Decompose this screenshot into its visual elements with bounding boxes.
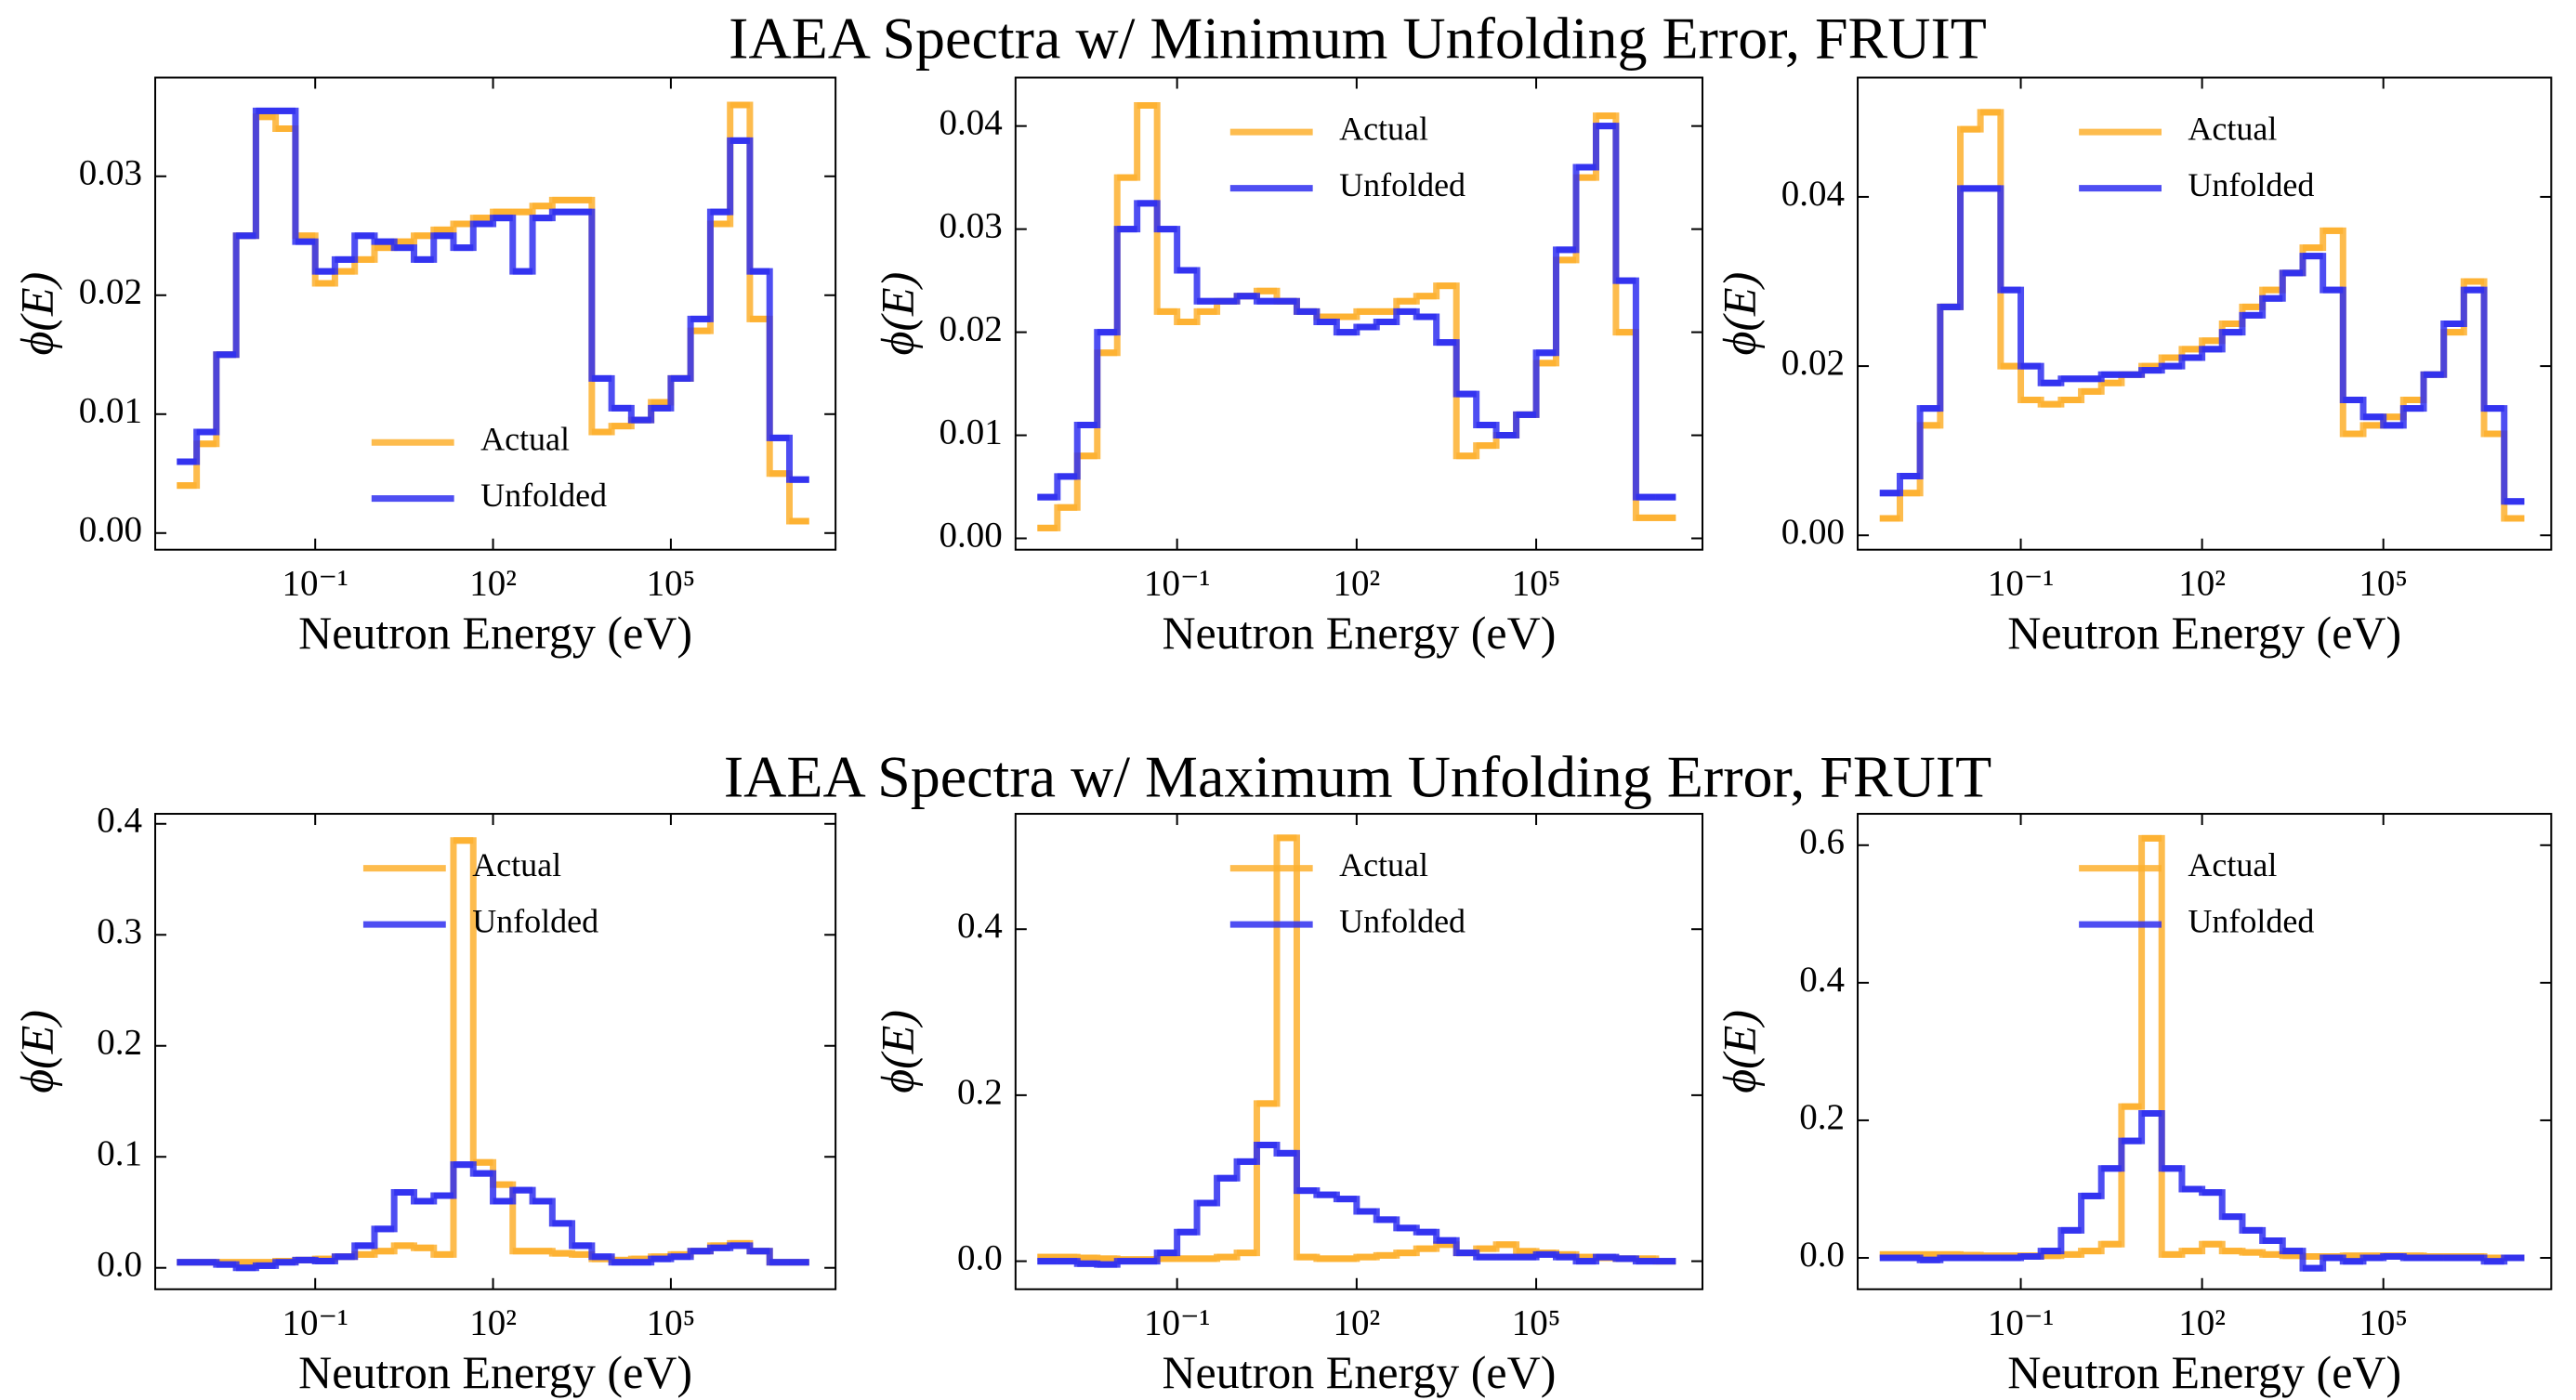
- legend-label: Unfolded: [472, 902, 598, 939]
- suptitle: IAEA Spectra w/ Maximum Unfolding Error,…: [724, 744, 1991, 810]
- y-axis-label: ϕ(E): [10, 272, 62, 356]
- y-tick-label: 0.02: [1781, 343, 1845, 383]
- subplot: 10⁻¹ 10² 10⁵ 0.0 0.1 0.2 0.3 0.4 Neutron Energy …: [10, 801, 837, 1398]
- y-tick-label: 0.2: [957, 1072, 1003, 1112]
- x-tick-label: 10⁻¹: [283, 1303, 348, 1343]
- y-tick-label: 0.4: [97, 801, 142, 841]
- x-axis-label: Neutron Energy (eV): [298, 607, 692, 659]
- y-tick-label: 0.2: [97, 1023, 142, 1063]
- y-tick-label: 0.4: [1799, 960, 1845, 1000]
- y-tick-label: 0.04: [1781, 174, 1845, 214]
- y-tick-label: 0.04: [940, 103, 1003, 143]
- x-tick-label: 10²: [2178, 564, 2226, 604]
- y-tick-label: 0.00: [1781, 512, 1845, 552]
- x-tick-label: 10⁵: [647, 564, 696, 604]
- legend-label: Actual: [2188, 846, 2277, 883]
- axes-frame: [154, 76, 837, 551]
- y-tick-label: 0.02: [940, 309, 1003, 349]
- legend-label: Unfolded: [1339, 902, 1465, 939]
- x-tick-label: 10⁻¹: [283, 564, 348, 604]
- x-tick-label: 10²: [469, 564, 517, 604]
- plot-area: [1037, 101, 1676, 531]
- y-tick-label: 0.4: [957, 906, 1003, 946]
- axes-frame: [1014, 76, 1704, 551]
- y-tick-label: 0.2: [1799, 1097, 1845, 1137]
- legend-label: Unfolded: [1339, 166, 1465, 203]
- x-tick-label: 10⁻¹: [1144, 1303, 1210, 1343]
- y-tick-label: 0.6: [1799, 822, 1845, 862]
- subplot: 10⁻¹ 10² 10⁵ 0.00 0.01 0.02 0.03 0.04 Neutron En…: [871, 76, 1704, 659]
- y-tick-label: 0.0: [957, 1238, 1003, 1278]
- y-tick-label: 0.01: [940, 412, 1003, 452]
- x-tick-label: 10²: [2178, 1303, 2226, 1343]
- y-tick-label: 0.0: [1799, 1235, 1845, 1275]
- y-tick-label: 0.02: [79, 272, 142, 312]
- x-tick-label: 10²: [1334, 1303, 1381, 1343]
- axes-frame: [154, 813, 837, 1290]
- x-axis-label: Neutron Energy (eV): [2007, 1346, 2401, 1398]
- axes-frame: [1857, 76, 2553, 551]
- axes-frame: [1014, 813, 1704, 1290]
- subplot: 10⁻¹ 10² 10⁵ 0.00 0.02 0.04 Neutron Energy (eV…: [1714, 76, 2553, 659]
- subplot: 10⁻¹ 10² 10⁵ 0.00 0.01 0.02 0.03 Neutron Energy…: [10, 76, 837, 659]
- x-tick-label: 10⁵: [647, 1303, 696, 1343]
- legend-label: Unfolded: [2188, 902, 2314, 939]
- y-tick-label: 0.03: [940, 206, 1003, 246]
- x-axis-label: Neutron Energy (eV): [1162, 1346, 1556, 1398]
- legend-label: Unfolded: [480, 477, 607, 514]
- legend-label: Actual: [480, 420, 570, 457]
- plot-area: [1879, 834, 2525, 1272]
- x-axis-label: Neutron Energy (eV): [2007, 607, 2401, 659]
- legend-label: Actual: [1339, 846, 1428, 883]
- x-tick-label: 10⁵: [1512, 1303, 1561, 1343]
- x-tick-label: 10⁻¹: [1144, 564, 1210, 604]
- axes-frame: [1857, 813, 2553, 1290]
- subplot: 10⁻¹ 10² 10⁵ 0.0 0.2 0.4 0.6 Neutron Energy (eV…: [1714, 813, 2553, 1398]
- x-axis-label: Neutron Energy (eV): [298, 1346, 692, 1398]
- legend-label: Actual: [1339, 110, 1428, 147]
- x-tick-label: 10⁵: [1512, 564, 1561, 604]
- y-tick-label: 0.00: [79, 510, 142, 550]
- y-axis-label: ϕ(E): [1714, 272, 1766, 356]
- legend-label: Unfolded: [2188, 166, 2314, 203]
- plot-area: [1037, 834, 1676, 1268]
- legend-label: Actual: [472, 846, 561, 883]
- y-tick-label: 0.0: [97, 1245, 142, 1285]
- y-tick-label: 0.01: [79, 391, 142, 431]
- y-tick-label: 0.3: [97, 911, 142, 951]
- y-tick-label: 0.00: [940, 515, 1003, 555]
- x-tick-label: 10²: [1334, 564, 1381, 604]
- plot-area: [1879, 109, 2525, 522]
- y-tick-label: 0.03: [79, 153, 142, 193]
- suptitle: IAEA Spectra w/ Minimum Unfolding Error,…: [729, 6, 1987, 72]
- legend-label: Actual: [2188, 110, 2277, 147]
- x-tick-label: 10⁻¹: [1988, 564, 2054, 604]
- y-axis-label: ϕ(E): [10, 1010, 62, 1093]
- plot-area: [177, 837, 809, 1272]
- x-tick-label: 10⁵: [2359, 564, 2408, 604]
- y-tick-label: 0.1: [97, 1133, 142, 1173]
- x-tick-label: 10⁵: [2359, 1303, 2408, 1343]
- y-axis-label: ϕ(E): [871, 272, 923, 356]
- y-axis-label: ϕ(E): [1714, 1010, 1766, 1093]
- x-tick-label: 10⁻¹: [1988, 1303, 2054, 1343]
- y-axis-label: ϕ(E): [871, 1010, 923, 1093]
- plot-area: [177, 101, 809, 525]
- x-axis-label: Neutron Energy (eV): [1162, 607, 1556, 659]
- x-tick-label: 10²: [469, 1303, 517, 1343]
- subplot: 10⁻¹ 10² 10⁵ 0.0 0.2 0.4 Neutron Energy (eV) ϕ(…: [871, 813, 1704, 1398]
